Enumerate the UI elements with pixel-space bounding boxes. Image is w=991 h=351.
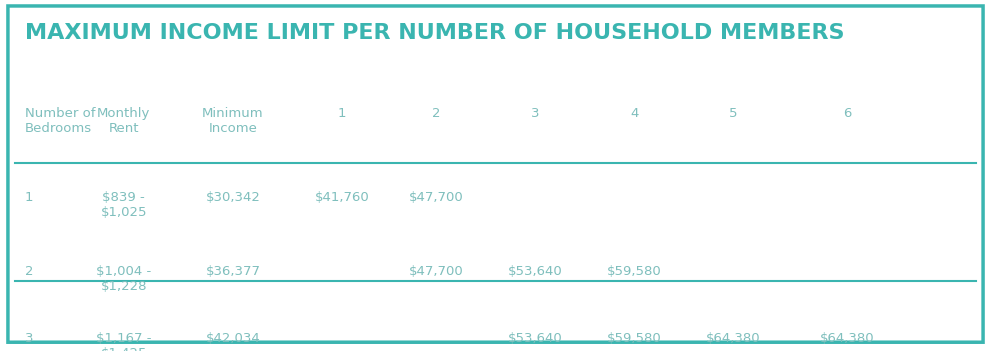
Text: 4: 4 bbox=[630, 107, 638, 120]
Text: $47,700: $47,700 bbox=[408, 265, 464, 278]
Text: 1: 1 bbox=[338, 107, 346, 120]
Text: $53,640: $53,640 bbox=[507, 332, 563, 345]
Text: 6: 6 bbox=[843, 107, 851, 120]
Text: $47,700: $47,700 bbox=[408, 191, 464, 204]
Text: 3: 3 bbox=[531, 107, 539, 120]
Text: $64,380: $64,380 bbox=[820, 332, 875, 345]
Text: Monthly
Rent: Monthly Rent bbox=[97, 107, 151, 135]
Text: 1: 1 bbox=[25, 191, 34, 204]
Text: $64,380: $64,380 bbox=[706, 332, 761, 345]
FancyBboxPatch shape bbox=[8, 6, 983, 342]
Text: 3: 3 bbox=[25, 332, 34, 345]
Text: $1,004 -
$1,228: $1,004 - $1,228 bbox=[96, 265, 152, 293]
Text: $42,034: $42,034 bbox=[205, 332, 261, 345]
Text: 5: 5 bbox=[729, 107, 737, 120]
Text: $839 -
$1,025: $839 - $1,025 bbox=[101, 191, 147, 219]
Text: $59,580: $59,580 bbox=[606, 332, 662, 345]
Text: $36,377: $36,377 bbox=[205, 265, 261, 278]
Text: $41,760: $41,760 bbox=[314, 191, 370, 204]
Text: $59,580: $59,580 bbox=[606, 265, 662, 278]
Text: $1,167 -
$1,425: $1,167 - $1,425 bbox=[96, 332, 152, 351]
Text: 2: 2 bbox=[432, 107, 440, 120]
Text: Minimum
Income: Minimum Income bbox=[202, 107, 264, 135]
Text: 2: 2 bbox=[25, 265, 34, 278]
Text: $53,640: $53,640 bbox=[507, 265, 563, 278]
Text: MAXIMUM INCOME LIMIT PER NUMBER OF HOUSEHOLD MEMBERS: MAXIMUM INCOME LIMIT PER NUMBER OF HOUSE… bbox=[25, 23, 844, 43]
Text: $30,342: $30,342 bbox=[205, 191, 261, 204]
Text: Number of
Bedrooms: Number of Bedrooms bbox=[25, 107, 95, 135]
